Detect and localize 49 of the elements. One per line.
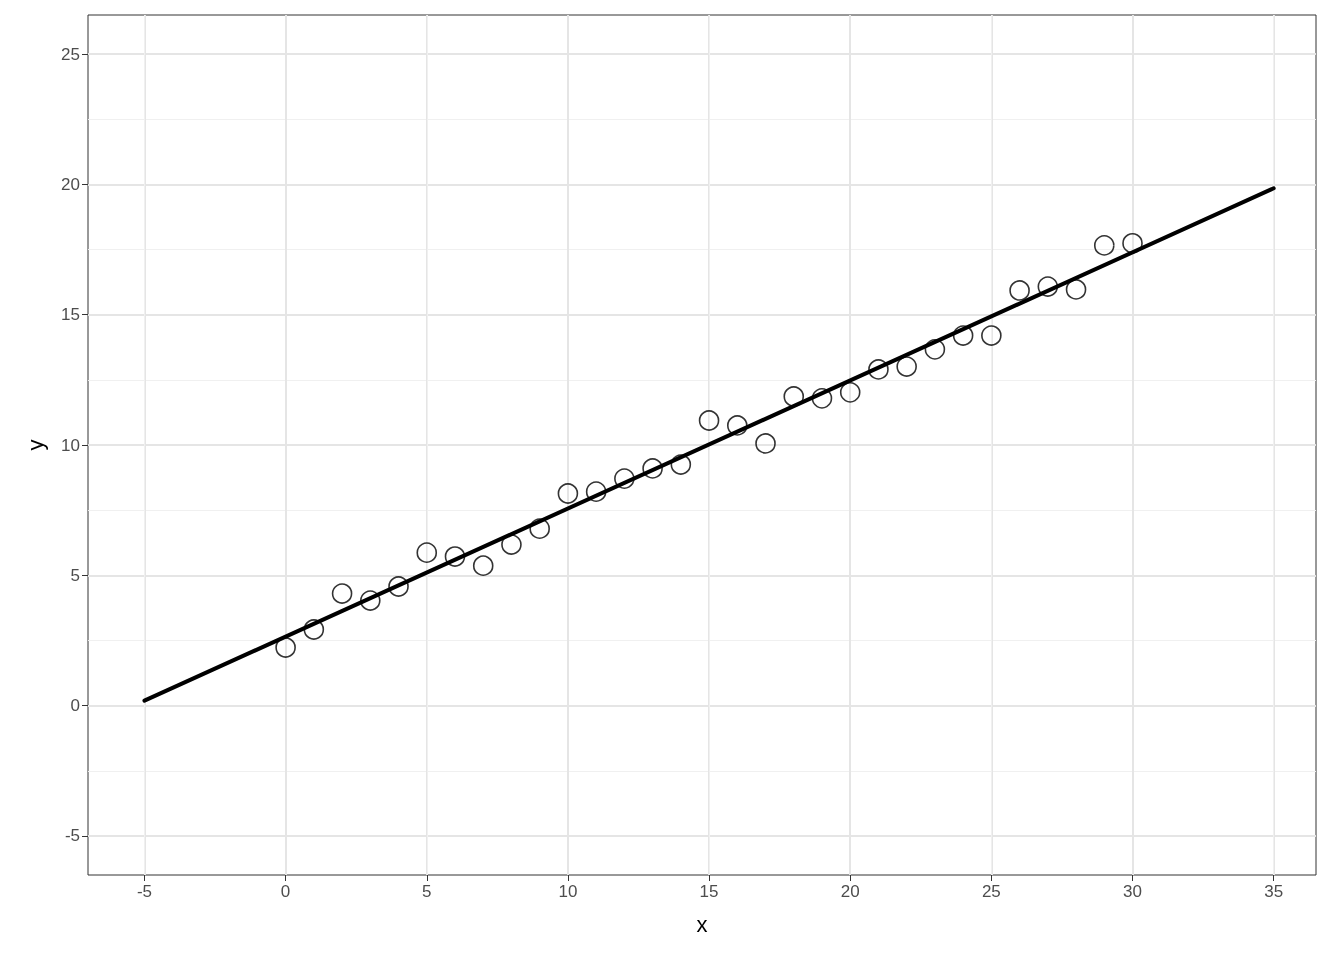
point — [275, 637, 296, 658]
point — [529, 518, 550, 539]
point — [868, 359, 889, 380]
point — [360, 590, 381, 611]
point — [303, 619, 325, 640]
point — [585, 481, 607, 502]
point — [444, 546, 466, 567]
point — [416, 542, 438, 563]
point — [557, 483, 579, 504]
y-tick-label: 5 — [70, 565, 80, 585]
x-tick-label: 30 — [1123, 882, 1142, 901]
point — [1009, 280, 1030, 301]
point — [1037, 276, 1059, 297]
x-tick-label: -5 — [136, 882, 153, 901]
point — [981, 325, 1002, 346]
point — [1094, 235, 1115, 256]
point — [698, 410, 720, 431]
x-tick-label: 20 — [840, 882, 860, 901]
y-tick-label: -5 — [64, 826, 80, 846]
point — [331, 583, 353, 604]
point — [642, 458, 663, 479]
point — [755, 433, 776, 454]
y-tick-label: 0 — [70, 696, 80, 716]
x-tick-label: 0 — [280, 882, 291, 901]
point — [952, 325, 974, 346]
y-tick-label: 25 — [61, 44, 80, 64]
x-tick-label: 15 — [699, 882, 719, 901]
x-tick-label: 5 — [422, 882, 432, 901]
point — [614, 468, 635, 489]
point — [811, 388, 833, 409]
point — [1122, 233, 1143, 254]
point — [1065, 279, 1087, 300]
point — [839, 382, 861, 403]
point — [501, 534, 522, 555]
point — [924, 339, 946, 360]
point — [670, 454, 692, 475]
x-tick-label: 35 — [1264, 882, 1284, 901]
point — [388, 576, 409, 597]
point — [783, 386, 805, 407]
y-tick-label: 20 — [61, 174, 80, 194]
point — [472, 555, 494, 576]
y-axis-title: y — [22, 439, 48, 451]
point — [896, 356, 917, 377]
point — [727, 415, 748, 436]
x-axis-title: x — [696, 911, 708, 937]
y-tick-label: 15 — [61, 305, 80, 325]
x-tick-label: 25 — [981, 882, 1001, 901]
x-tick-label: 10 — [558, 882, 578, 901]
y-tick-label: 10 — [61, 435, 80, 455]
